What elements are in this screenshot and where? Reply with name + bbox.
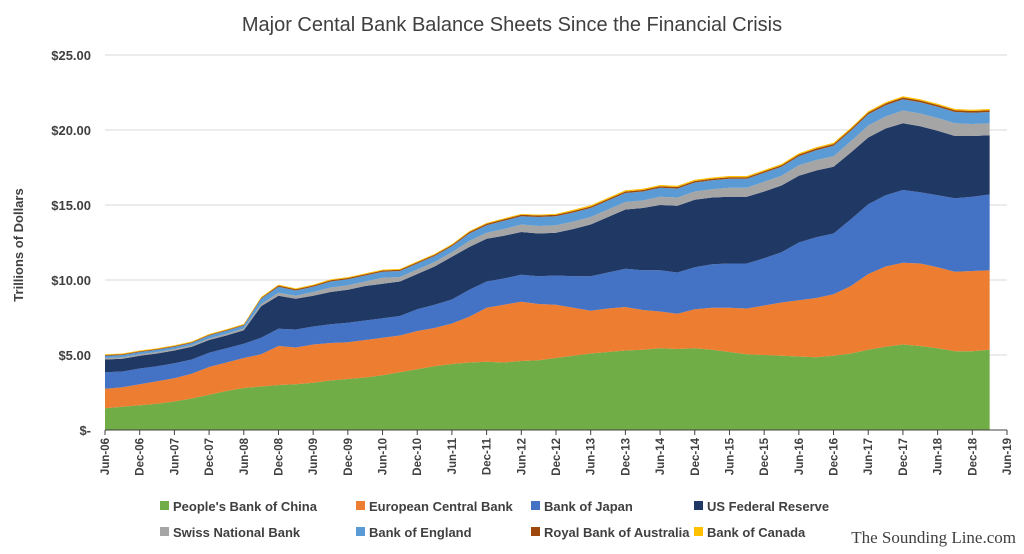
x-tick-label: Dec-18 <box>967 437 979 475</box>
area-european-central-bank <box>105 262 990 409</box>
legend-swatch <box>356 527 365 536</box>
y-tick-label: $- <box>79 423 91 438</box>
y-axis-label: Trillions of Dollars <box>11 188 26 301</box>
x-tick-label: Dec-16 <box>829 438 841 476</box>
x-tick-label: Jun-07 <box>169 438 181 475</box>
legend-swatch <box>356 501 365 510</box>
x-tick-label: Jun-10 <box>378 438 390 475</box>
legend-swatch <box>160 501 169 510</box>
y-tick-label: $5.00 <box>58 348 91 363</box>
credit-watermark: The Sounding Line.com <box>851 528 1016 547</box>
x-tick-label: Jun-16 <box>794 438 806 475</box>
x-tick-label: Dec-08 <box>273 437 285 475</box>
axes <box>104 429 1008 435</box>
legend-swatch <box>694 527 703 536</box>
legend-label: Royal Bank of Australia <box>544 525 690 540</box>
legend-label: European Central Bank <box>369 499 514 514</box>
legend-label: Swiss National Bank <box>173 525 301 540</box>
legend-label: Bank of England <box>369 525 472 540</box>
x-tick-label: Dec-06 <box>135 438 147 476</box>
x-tick-label: Dec-12 <box>551 438 563 476</box>
x-tick-label: Jun-08 <box>239 437 251 475</box>
x-tick-label: Dec-14 <box>690 437 702 475</box>
legend-swatch <box>160 527 169 536</box>
x-tick-label: Dec-13 <box>620 438 632 476</box>
legend: People's Bank of China European Central B… <box>160 499 829 540</box>
area-us-federal-reserve <box>105 123 990 373</box>
x-tick-label: Jun-12 <box>516 438 528 475</box>
x-tick-label: Jun-06 <box>100 438 112 475</box>
x-tick-label: Jun-15 <box>724 437 736 475</box>
legend-swatch <box>694 501 703 510</box>
legend-label: US Federal Reserve <box>707 499 829 514</box>
x-tick-label: Jun-11 <box>447 437 459 474</box>
x-tick-label: Dec-09 <box>343 438 355 476</box>
y-tick-label: $20.00 <box>51 123 91 138</box>
y-tick-label: $15.00 <box>51 198 91 213</box>
area-series <box>105 96 990 430</box>
area-bank-of-japan <box>105 190 990 389</box>
legend-swatch <box>531 527 540 536</box>
chart-title: Major Cental Bank Balance Sheets Since t… <box>242 14 782 36</box>
x-tick-label: Dec-07 <box>204 438 216 476</box>
x-tick-label: Jun-14 <box>655 437 667 475</box>
x-tick-label: Dec-11 <box>482 437 494 475</box>
legend-label: People's Bank of China <box>173 499 318 514</box>
x-tick-label: Dec-15 <box>759 437 771 475</box>
y-tick-label: $25.00 <box>51 48 91 63</box>
x-tick-label: Dec-17 <box>898 438 910 476</box>
x-tick-labels: Jun-06 Dec-06 Jun-07 Dec-07 Jun-08 Dec-08 Jun-… <box>100 437 1014 475</box>
x-tick-label: Jun-17 <box>863 438 875 475</box>
y-tick-labels: $- $5.00 $10.00 $15.00 $20.00 $25.00 <box>51 48 91 438</box>
x-tick-label: Jun-19 <box>1002 438 1014 475</box>
x-tick-label: Jun-09 <box>308 438 320 475</box>
area-people-s-bank-of-china <box>105 344 990 430</box>
legend-swatch <box>531 501 540 510</box>
x-tick-label: Dec-10 <box>412 438 424 476</box>
legend-label: Bank of Japan <box>544 499 633 514</box>
x-tick-label: Jun-13 <box>586 438 598 475</box>
legend-label: Bank of Canada <box>707 525 806 540</box>
y-tick-label: $10.00 <box>51 273 91 288</box>
x-tick-label: Jun-18 <box>933 437 945 475</box>
